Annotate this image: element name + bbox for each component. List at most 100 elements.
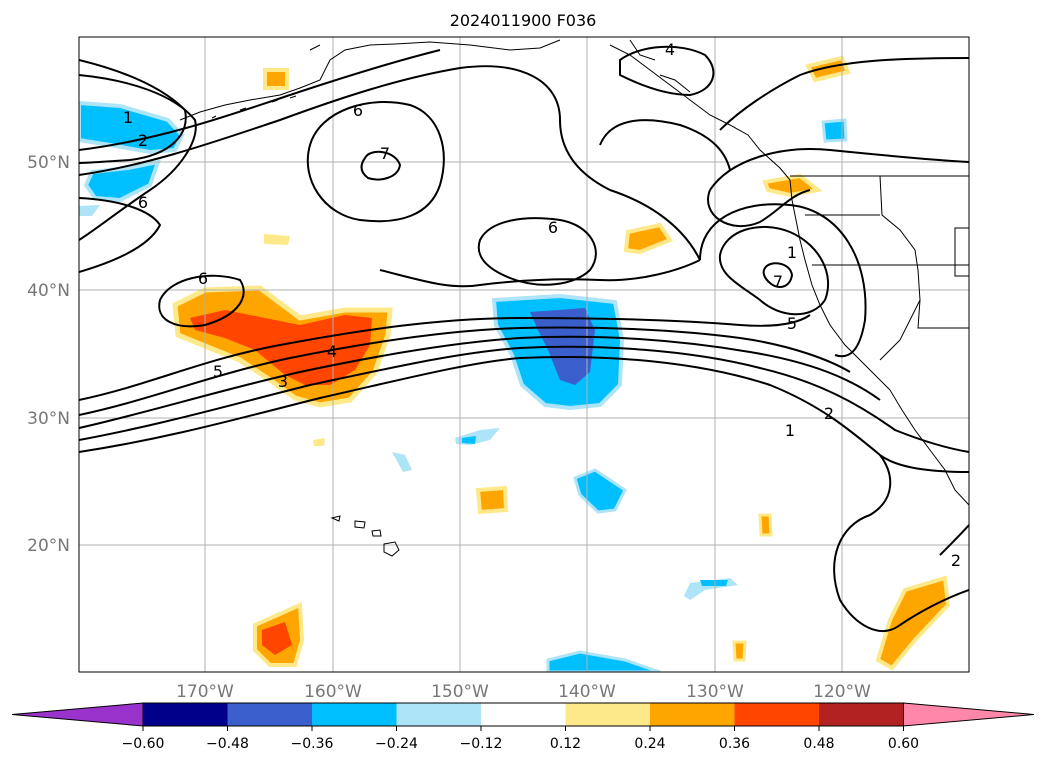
shade-pos-036 [262,622,292,655]
contour-west-2 [79,197,162,273]
contour-north-band2 [79,49,441,151]
colorbar-tick-label: −0.24 [375,736,418,752]
contour-label: 1 [787,243,797,262]
colorbar-tick-label: 0.60 [888,736,919,752]
lon-label: 130°W [686,682,744,702]
height-contours [79,45,969,632]
shade-pos-024 [758,513,773,537]
coastline-bc [609,44,791,181]
colorbar-tick-label: −0.36 [291,736,334,752]
lat-label: 50°N [27,153,70,173]
contour-6-mid [477,217,597,286]
contour-label: 3 [278,372,288,391]
colorbar-tick-label: −0.12 [460,736,503,752]
colorbar: −0.60 −0.48 −0.36 −0.24 −0.12 0.12 0.24 0.36 0.4… [11,702,1035,752]
coastline-hawaii [330,515,400,557]
shade-pos-024 [475,485,509,515]
contour-ne [719,57,969,131]
positive-anomaly-shading [172,55,951,671]
lat-label: 20°N [27,536,70,556]
colorbar-tick-label: 0.48 [803,736,834,752]
contour-6-west [158,274,245,328]
colorbar-bin [481,703,566,726]
longitude-labels: 170°W 160°W 150°W 140°W 130°W 120°W [176,682,871,702]
shade-neg-024 [546,650,661,672]
coastline-alaska [179,39,561,121]
colorbar-tick-label: −0.60 [122,736,165,752]
gridlines [79,37,969,672]
colorbar-bin [734,703,819,726]
contour-3 [79,335,881,429]
shade-pos-012 [313,438,325,446]
shade-pos-024 [805,55,851,83]
contour-label: 2 [138,131,148,150]
contour-west-1 [79,74,197,241]
colorbar-tick-label: 0.12 [550,736,581,752]
latitude-labels: 50°N 40°N 30°N 20°N [27,153,70,556]
contour-label: 1 [785,421,795,440]
colorbar-bin [819,703,904,726]
contour-west-top [79,59,187,164]
border-state [954,227,969,277]
lat-label: 30°N [27,409,70,429]
figure-title: 2024011900 F036 [450,11,597,30]
shade-pos-024 [263,68,289,90]
contour-6b [707,189,811,228]
contour-high-6 [306,101,445,223]
shade-pos-024 [623,222,674,255]
colorbar-bin [396,703,481,726]
contour-4 [79,326,851,416]
contour-label: 7 [773,272,783,291]
shade-neg-024 [462,436,476,444]
colorbar-tick-label: 0.36 [719,736,750,752]
contour-2b [939,524,969,556]
shade-neg-012 [392,452,412,472]
colorbar-tick-label: 0.24 [634,736,665,752]
contour-mid-link [379,259,701,288]
coastline-us-west [789,179,969,506]
contour-label: 5 [787,314,797,333]
contour-label: 6 [138,193,148,212]
contour-label: 6 [198,269,208,288]
colorbar-tick-label: −0.48 [206,736,249,752]
colorbar-bins [11,702,1035,727]
colorbar-bin [650,703,735,726]
shade-pos-024 [875,575,951,671]
contour-label: 2 [824,404,834,423]
negative-anomaly-shading [79,100,848,672]
contour-north-band [79,65,701,261]
shade-neg-024 [700,580,728,586]
contour-low-6 [718,225,830,316]
contour-label: 6 [353,101,363,120]
contour-1 [79,356,969,473]
lon-label: 120°W [813,682,871,702]
contour-6-low [709,148,969,191]
border-state [879,175,969,329]
shade-pos-012 [264,234,290,245]
map-frame [78,36,970,673]
contour-label: 5 [213,362,223,381]
map-plot-area [79,37,969,672]
contour-label: 4 [327,342,337,361]
contour-ne2 [599,119,731,171]
border-state [879,299,921,361]
contour-labels: 1 2 6 7 6 4 6 6 7 5 5 4 3 1 2 2 1 [123,40,961,570]
lon-label: 150°W [431,682,489,702]
contour-low-7 [762,262,794,288]
shade-neg-012 [79,205,100,216]
contour-label: 4 [665,40,675,59]
shade-neg-024 [79,100,185,155]
colorbar-extend-low [11,702,144,727]
contour-2 [79,345,969,453]
contour-bc-4 [619,45,715,97]
colorbar-extend-high [903,702,1035,727]
lon-label: 160°W [304,682,362,702]
contour-high-7 [360,150,402,181]
contour-label: 7 [380,144,390,163]
lon-label: 140°W [558,682,616,702]
colorbar-bin [143,703,228,726]
colorbar-bin [565,703,650,726]
contour-1b [833,454,969,632]
